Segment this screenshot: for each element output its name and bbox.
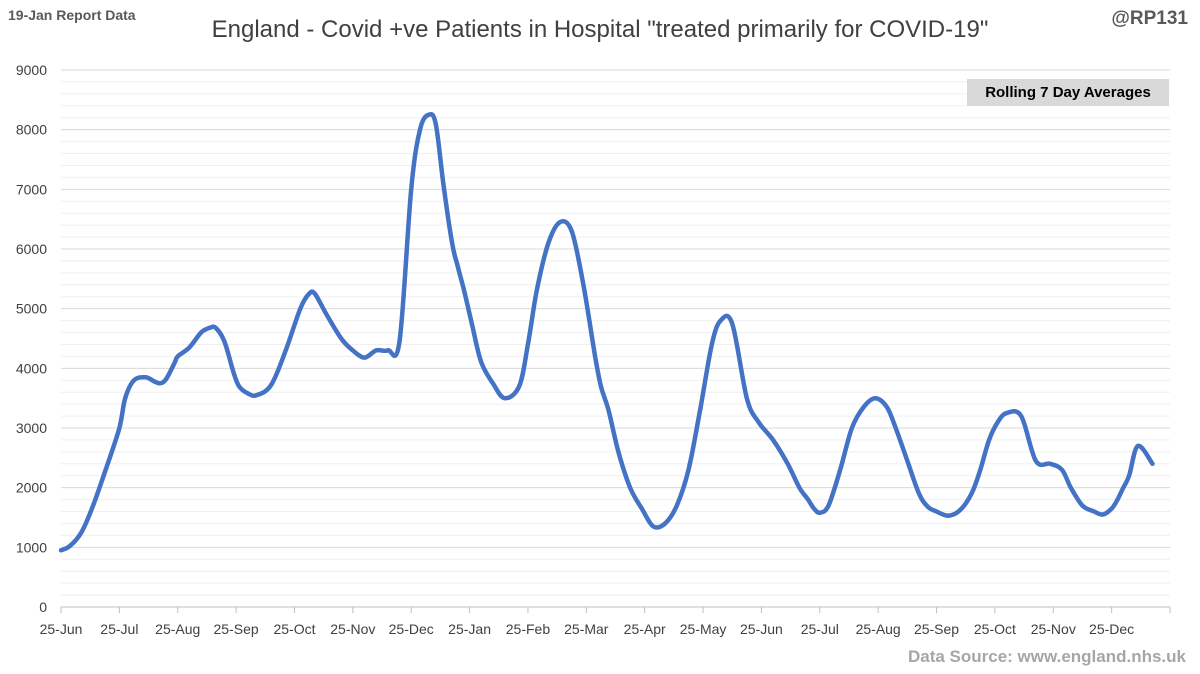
y-axis-tick-labels: 0 1000 2000 3000 4000 5000 6000 7000 8000 9000 (16, 62, 47, 615)
x-tick-label: 25-Mar (564, 621, 609, 637)
y-tick-label: 3000 (16, 420, 47, 436)
y-tick-label: 7000 (16, 181, 47, 197)
y-tick-label: 2000 (16, 480, 47, 496)
x-tick-label: 25-Jun (40, 621, 83, 637)
minor-gridlines (61, 81, 1170, 596)
chart-title: England - Covid +ve Patients in Hospital… (211, 16, 989, 43)
x-tick-label: 25-Dec (389, 621, 434, 637)
x-tick-label: 25-Jan (448, 621, 491, 637)
report-date-label: 19-Jan Report Data (8, 7, 136, 23)
series-line (58, 111, 1155, 553)
x-axis-tick-labels: 25-Jun 25-Jul 25-Aug 25-Sep 25-Oct 25-Nov 25-D… (40, 621, 1135, 637)
x-tick-label: 25-Apr (624, 621, 666, 637)
y-tick-label: 6000 (16, 241, 47, 257)
x-tick-label: 25-Sep (214, 621, 259, 637)
y-tick-label: 8000 (16, 122, 47, 138)
x-tick-label: 25-Oct (273, 621, 315, 637)
x-tick-label: 25-Sep (914, 621, 959, 637)
x-tick-label: 25-Aug (155, 621, 200, 637)
x-axis (60, 606, 1171, 613)
data-source-label: Data Source: www.england.nhs.uk (907, 647, 1186, 666)
x-tick-label: 25-Nov (330, 621, 375, 637)
x-tick-label: 25-Aug (856, 621, 901, 637)
x-tick-label: 25-Jul (100, 621, 138, 637)
x-tick-label: 25-Feb (506, 621, 551, 637)
x-tick-label: 25-Jun (740, 621, 783, 637)
y-tick-label: 5000 (16, 301, 47, 317)
y-tick-label: 9000 (16, 62, 47, 78)
x-tick-label: 25-Jul (801, 621, 839, 637)
x-tick-label: 25-Nov (1031, 621, 1076, 637)
x-tick-label: 25-Oct (974, 621, 1016, 637)
major-gridlines (61, 69, 1170, 548)
x-tick-label: 25-Dec (1089, 621, 1134, 637)
y-tick-label: 1000 (16, 539, 47, 555)
x-tick-label: 25-May (680, 621, 727, 637)
y-tick-label: 0 (39, 599, 47, 615)
y-tick-label: 4000 (16, 360, 47, 376)
rolling-average-badge: Rolling 7 Day Averages (967, 79, 1169, 106)
author-handle: @RP131 (1111, 8, 1188, 29)
